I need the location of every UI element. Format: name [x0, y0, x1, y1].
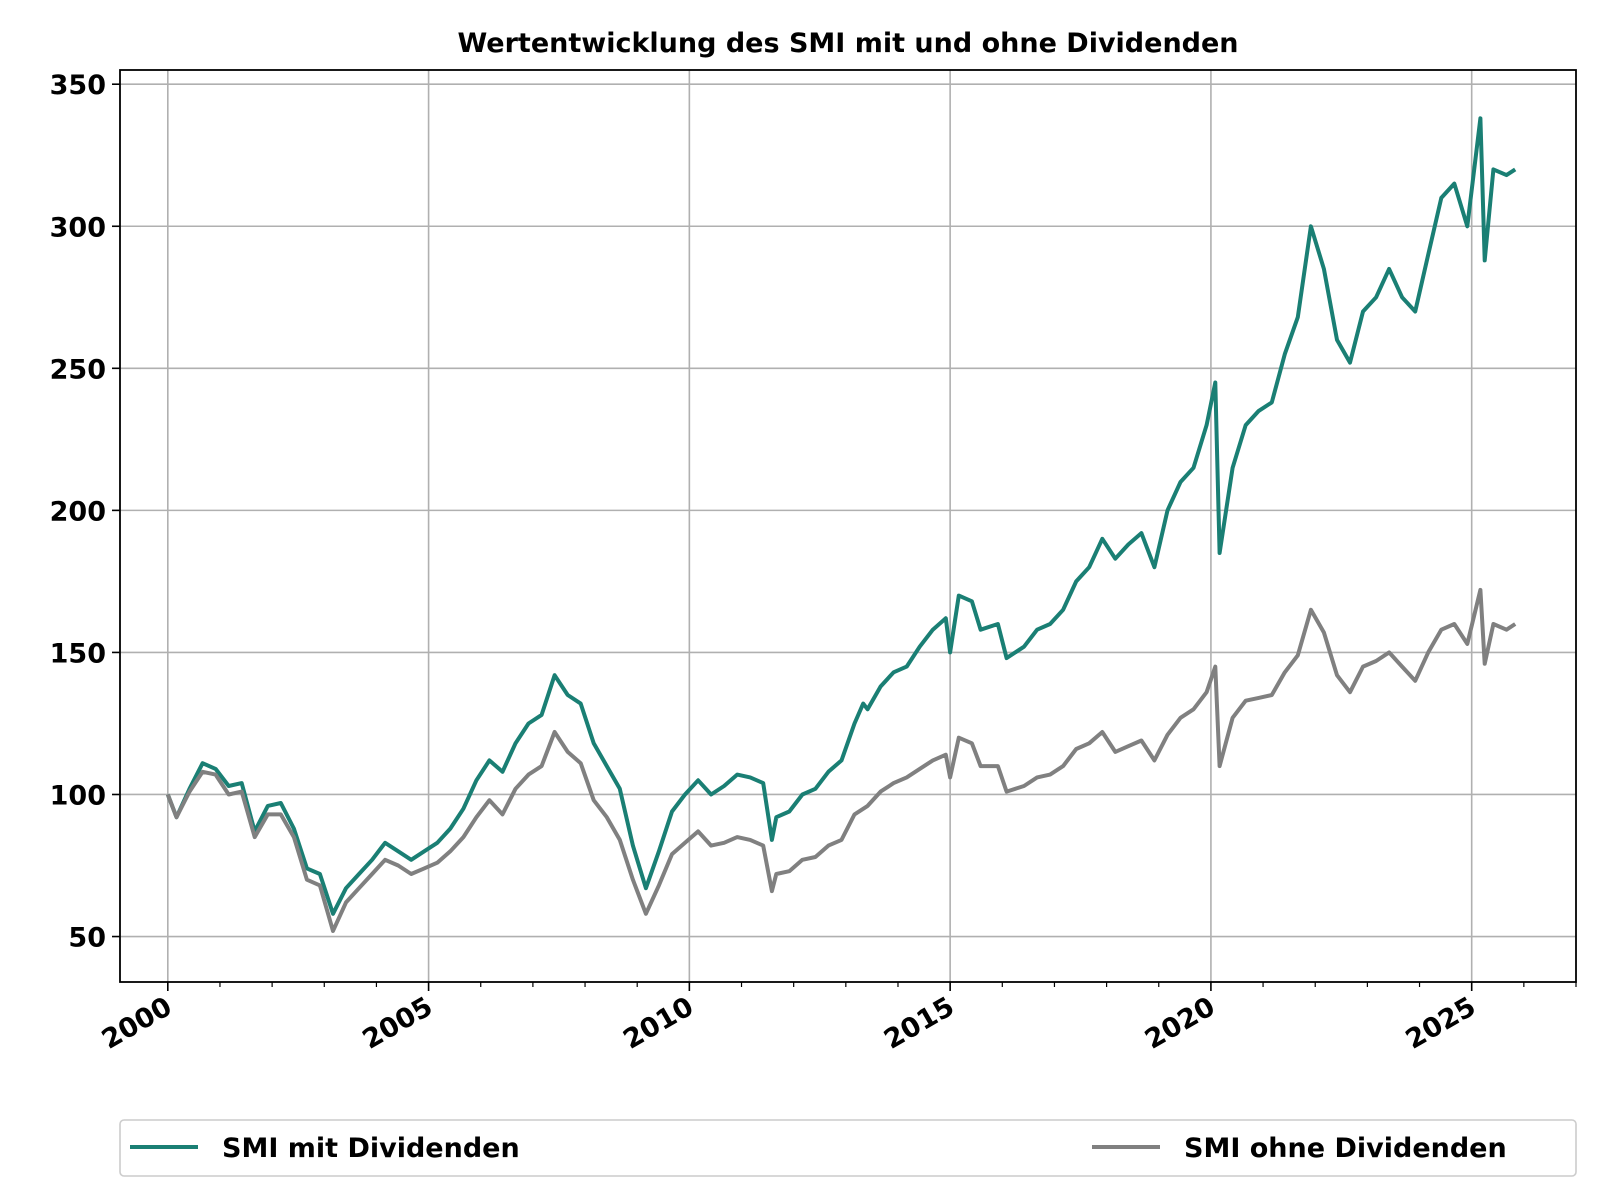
x-tick-label: 2000	[97, 991, 178, 1055]
legend-box	[119, 1119, 1577, 1177]
legend-label-smi-ohne-dividenden: SMI ohne Dividenden	[1184, 1133, 1507, 1164]
series-line-smi-mit-dividenden	[165, 116, 1517, 916]
series-layer	[165, 116, 1517, 933]
y-tick-label: 350	[50, 70, 106, 101]
x-tick-label: 2025	[1401, 991, 1482, 1055]
legend-label-smi-mit-dividenden: SMI mit Dividenden	[222, 1133, 520, 1164]
axes: 50 100 150 200 250 300 350 2000 2005 2010 2015 2020…	[50, 70, 1577, 1056]
y-tick-label: 100	[50, 780, 106, 811]
y-tick-label: 250	[50, 354, 106, 385]
y-tick-label: 150	[50, 638, 106, 669]
chart-title: Wertentwicklung des SMI mit und ohne Div…	[457, 28, 1238, 59]
x-tick-label: 2020	[1140, 991, 1221, 1055]
x-tick-label: 2015	[879, 991, 960, 1055]
y-tick-label: 200	[50, 496, 106, 527]
plot-frame	[119, 69, 1577, 983]
legend: SMI mit Dividenden SMI ohne Dividenden	[119, 1119, 1577, 1177]
grid	[120, 70, 1576, 982]
y-tick-label: 300	[50, 212, 106, 243]
x-tick-label: 2005	[357, 991, 438, 1055]
series-line-smi-ohne-dividenden	[165, 587, 1517, 933]
x-tick-label: 2010	[618, 991, 699, 1055]
y-tick-label: 50	[68, 923, 106, 954]
